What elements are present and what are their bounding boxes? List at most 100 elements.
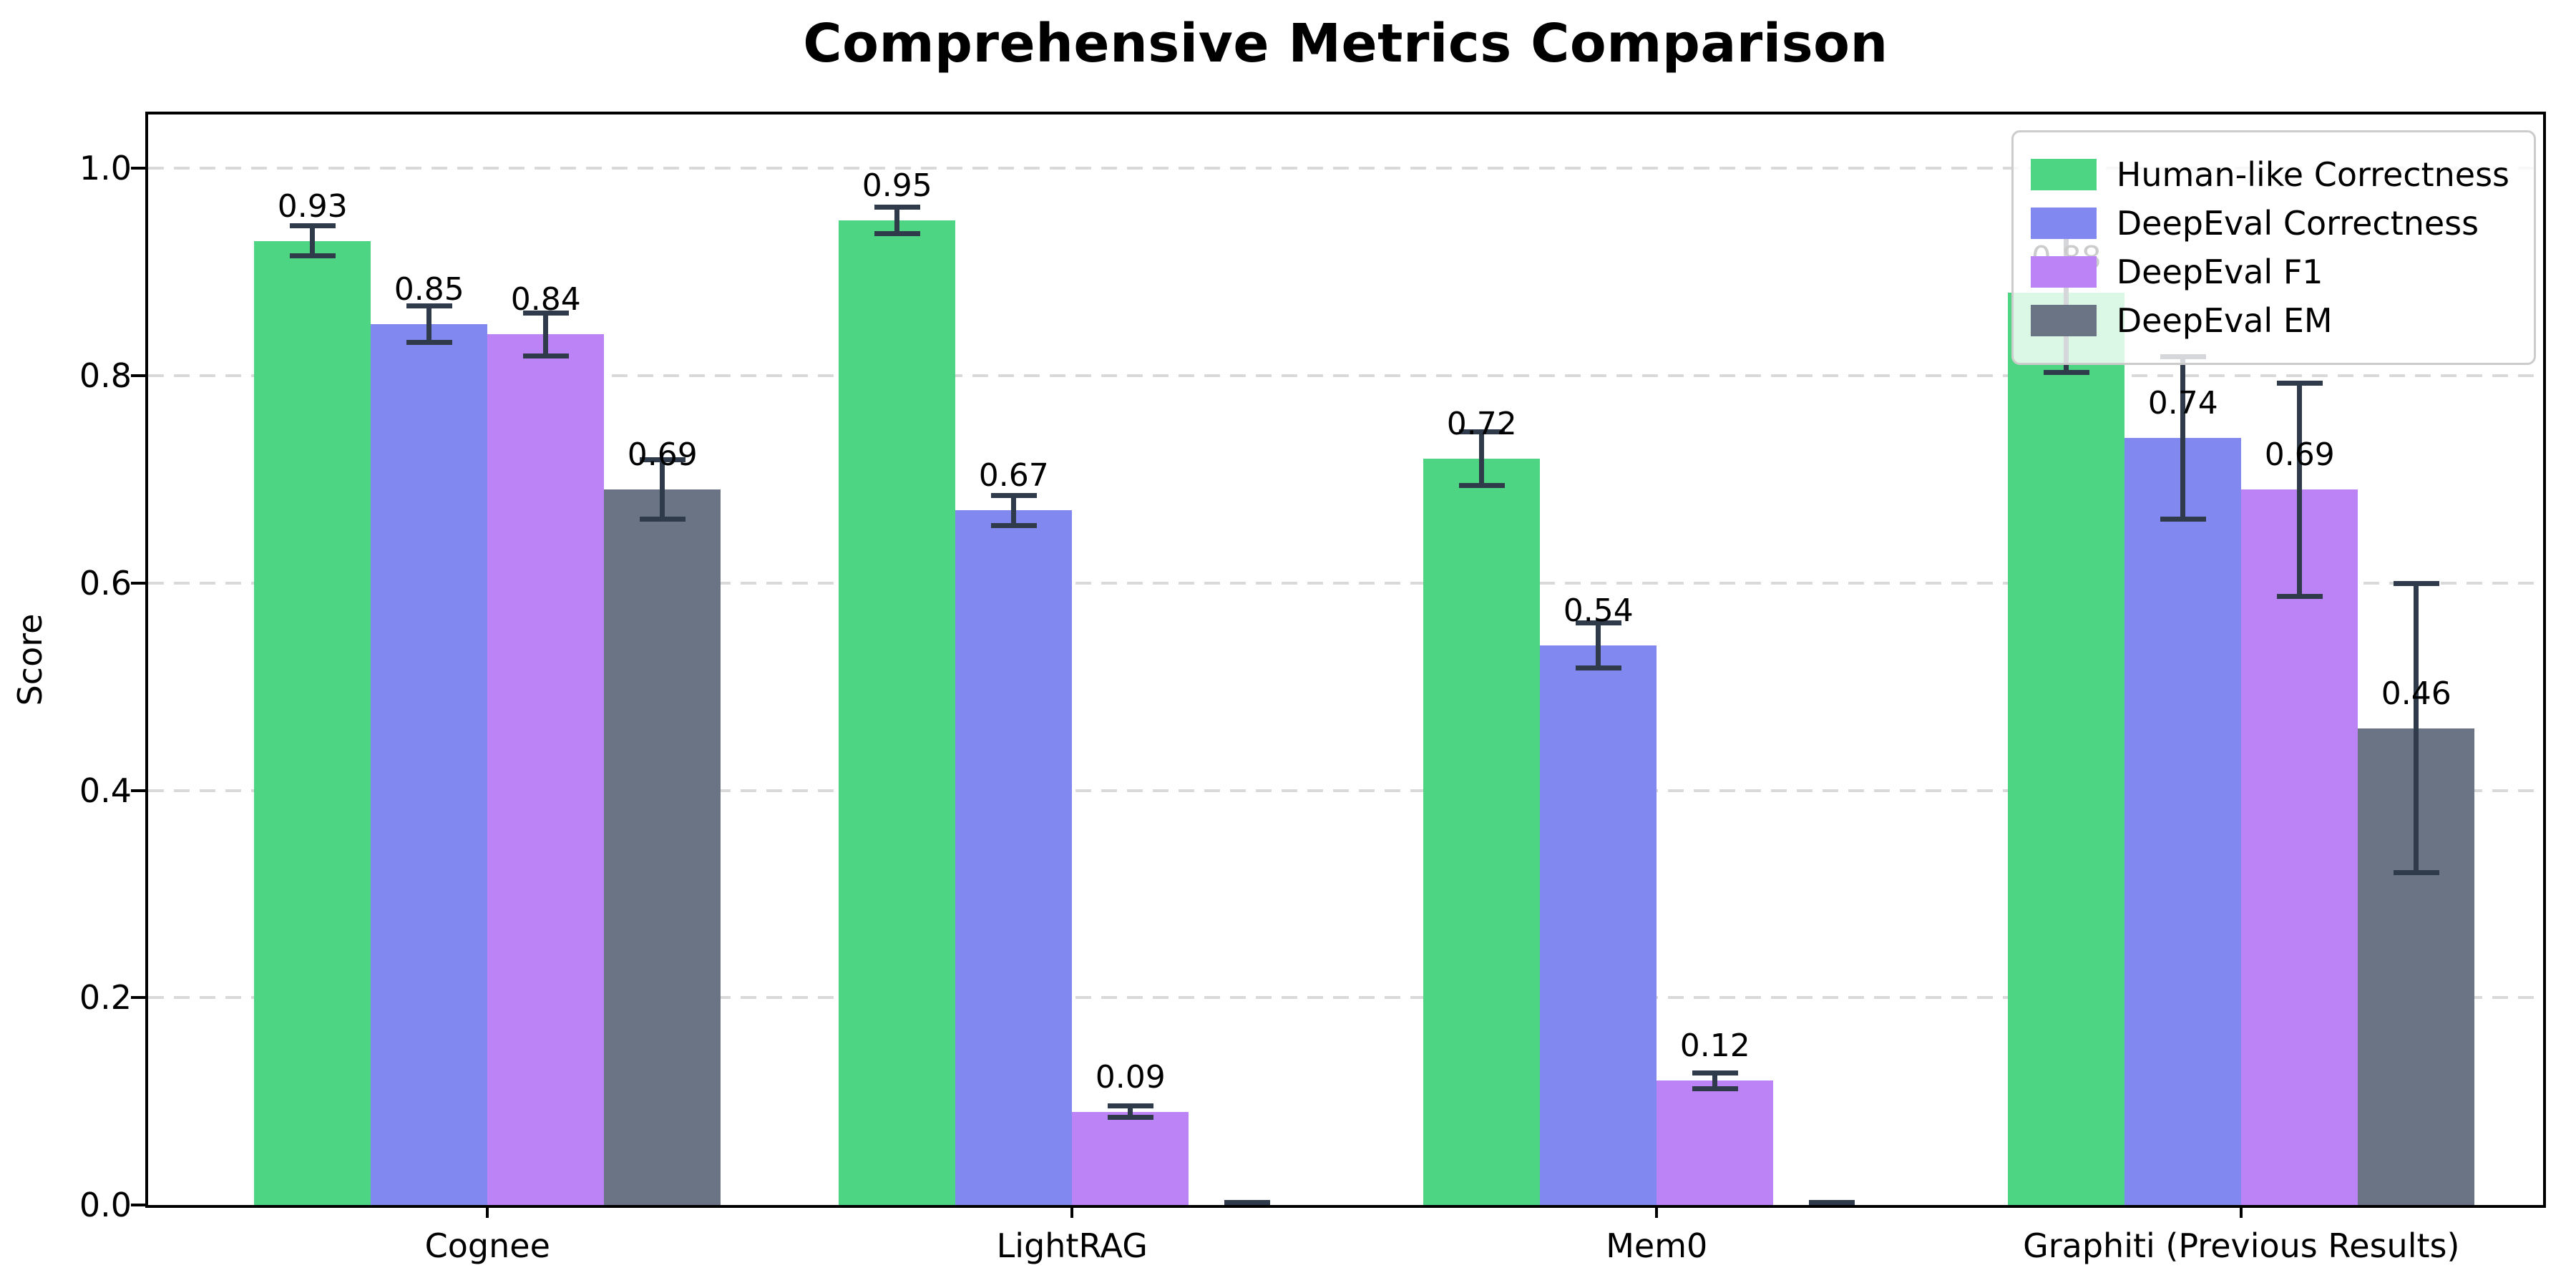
error-bar	[1128, 1105, 1133, 1118]
bar-deepeval-f1-1	[487, 334, 605, 1205]
legend-label: DeepEval F1	[2116, 253, 2323, 291]
error-bar-cap-bottom	[522, 353, 569, 358]
x-tick-label: LightRAG	[996, 1226, 1148, 1265]
bar-human-like-correctness-4	[2008, 293, 2125, 1205]
x-tick-mark	[1655, 1205, 1659, 1218]
bar-human-like-correctness-2	[839, 220, 956, 1205]
y-tick-label: 0.8	[79, 356, 132, 396]
bar-value-label: 0.12	[1679, 1028, 1750, 1065]
error-bar-cap-bottom	[990, 523, 1037, 529]
bar-value-label: 0.69	[627, 436, 698, 474]
error-bar-cap-top	[2276, 381, 2323, 386]
error-bar	[894, 206, 900, 234]
bar-value-label: 0.46	[2381, 675, 2451, 712]
bar-deepeval-f1-2	[1072, 1111, 1189, 1205]
bar-deepeval-f1-3	[1657, 1080, 1774, 1205]
x-tick-label: Cognee	[424, 1226, 550, 1265]
y-tick-mark	[131, 996, 145, 1000]
legend-item: DeepEval Correctness	[2030, 203, 2509, 244]
y-tick-label: 0.6	[79, 563, 132, 602]
legend-label: Human-like Correctness	[2116, 155, 2509, 194]
error-bar-cap-bottom	[289, 253, 336, 259]
bar-value-label: 0.93	[277, 187, 348, 225]
y-tick-mark	[131, 581, 145, 585]
error-bar-cap-top	[289, 223, 336, 228]
y-tick-mark	[131, 374, 145, 378]
legend-swatch-deepeval-correctness	[2030, 208, 2097, 239]
bar-value-label: 0.74	[2147, 384, 2218, 421]
legend-item: DeepEval F1	[2030, 251, 2509, 293]
y-tick-label: 0.0	[79, 1186, 132, 1224]
plot-canvas: 0.930.950.720.880.850.670.540.740.840.09…	[148, 114, 2543, 1205]
gridline	[148, 374, 2543, 378]
x-tick-label: Mem0	[1606, 1226, 1708, 1265]
error-bar-cap-top	[639, 457, 686, 463]
chart-title: Comprehensive Metrics Comparison	[803, 13, 1888, 74]
bar-human-like-correctness-3	[1423, 458, 1541, 1205]
x-tick-mark	[486, 1205, 489, 1218]
error-bar-cap-top	[1692, 1070, 1738, 1075]
bar-value-label: 0.54	[1563, 592, 1634, 629]
error-bar	[543, 312, 549, 356]
legend-label: DeepEval EM	[2116, 301, 2333, 340]
bar-value-label: 0.69	[2264, 436, 2335, 474]
y-tick-mark	[131, 1204, 145, 1206]
error-bar-cap-top	[1575, 620, 1621, 625]
error-bar-cap-top	[406, 303, 452, 308]
error-bar-cap-bottom	[1575, 665, 1621, 670]
error-bar-cap-bottom	[1458, 482, 1505, 488]
error-bar-cap-top	[1224, 1199, 1270, 1205]
legend-swatch-human-like-correctness	[2030, 159, 2097, 190]
error-bar	[1596, 622, 1601, 668]
bar-deepeval-em-1	[604, 489, 721, 1205]
legend-item: Human-like Correctness	[2030, 154, 2509, 195]
bar-value-label: 0.85	[394, 270, 464, 308]
error-bar	[426, 305, 432, 343]
bar-deepeval-correctness-4	[2124, 437, 2242, 1205]
gridline	[148, 996, 2543, 1000]
bar-deepeval-correctness-1	[371, 323, 488, 1205]
y-tick-mark	[131, 167, 145, 170]
error-bar	[2297, 383, 2303, 597]
y-tick-label: 0.2	[79, 978, 132, 1018]
bar-value-label: 0.09	[1095, 1058, 1166, 1096]
error-bar-cap-bottom	[2043, 369, 2089, 375]
bar-value-label: 0.67	[978, 457, 1049, 494]
bar-value-label: 0.72	[1446, 405, 1517, 442]
plot-area: 0.930.950.720.880.850.670.540.740.840.09…	[145, 112, 2546, 1208]
bar-value-label: 0.95	[862, 167, 932, 204]
y-tick-label: 0.4	[79, 771, 132, 810]
y-axis-label: Score	[11, 613, 49, 706]
x-tick-label: Graphiti (Previous Results)	[2023, 1226, 2460, 1265]
x-tick-mark	[1070, 1205, 1074, 1218]
error-bar-cap-bottom	[2393, 870, 2439, 876]
error-bar	[310, 225, 316, 257]
bar-human-like-correctness-1	[254, 240, 371, 1205]
error-bar-cap-top	[1808, 1199, 1855, 1205]
error-bar-cap-bottom	[1692, 1085, 1738, 1091]
error-bar-cap-bottom	[874, 230, 920, 236]
error-bar-cap-top	[1107, 1103, 1153, 1108]
error-bar	[1011, 494, 1017, 527]
bar-deepeval-f1-4	[2241, 489, 2358, 1205]
error-bar-cap-bottom	[1107, 1115, 1153, 1121]
gridline	[148, 167, 2543, 170]
error-bar	[660, 459, 665, 520]
error-bar	[1479, 431, 1485, 486]
error-bar	[2414, 582, 2419, 874]
error-bar-cap-top	[522, 310, 569, 316]
gridline	[148, 581, 2543, 585]
legend-label: DeepEval Correctness	[2116, 204, 2479, 243]
legend: Human-like Correctness DeepEval Correctne…	[2011, 130, 2536, 365]
y-tick-mark	[131, 789, 145, 792]
bar-deepeval-correctness-2	[955, 510, 1073, 1205]
y-tick-label: 1.0	[79, 149, 132, 188]
error-bar-cap-top	[874, 204, 920, 210]
bar-deepeval-correctness-3	[1540, 645, 1657, 1205]
gridline	[148, 789, 2543, 792]
error-bar	[2180, 356, 2186, 520]
error-bar-cap-bottom	[2160, 517, 2206, 522]
error-bar	[1712, 1072, 1718, 1089]
error-bar-cap-top	[2393, 580, 2439, 586]
